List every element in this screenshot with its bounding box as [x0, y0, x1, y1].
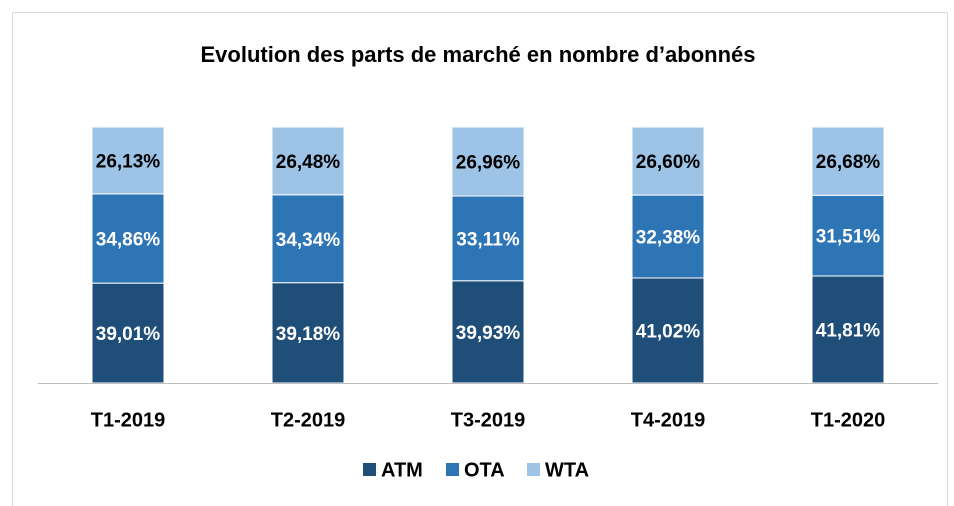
data-label: 33,11% [456, 229, 519, 250]
x-tick-label: T2-2019 [271, 409, 346, 431]
bar-segment [271, 194, 345, 284]
data-label: 39,18% [276, 324, 341, 345]
legend-label: WTA [545, 459, 589, 481]
bar-segment [811, 126, 885, 196]
data-label: 34,86% [96, 230, 161, 251]
legend-swatch [363, 463, 376, 476]
bar-segment [91, 193, 165, 284]
bar-segment [631, 277, 705, 384]
data-label: 39,93% [456, 323, 521, 344]
bar-segment [271, 282, 345, 384]
bar-segment [631, 194, 705, 279]
bar-segment [811, 275, 885, 384]
legend-label: OTA [464, 459, 505, 481]
data-label: 39,01% [96, 324, 161, 345]
legend-swatch [446, 463, 459, 476]
data-label: 41,02% [636, 322, 701, 343]
legend-swatch [527, 463, 540, 476]
bar-segment [811, 194, 885, 277]
x-tick-label: T1-2019 [91, 409, 166, 431]
chart-title: Evolution des parts de marché en nombre … [200, 42, 755, 67]
data-label: 26,68% [816, 152, 881, 173]
x-tick-label: T4-2019 [631, 409, 706, 431]
bar-segment [451, 280, 525, 384]
bar-segment [451, 126, 525, 197]
data-label: 26,96% [456, 153, 521, 174]
data-label: 26,60% [636, 152, 701, 173]
x-tick-label: T3-2019 [451, 409, 526, 431]
bar-segment [631, 126, 705, 196]
bar-segment [271, 126, 345, 196]
data-label: 34,34% [276, 230, 341, 251]
bar-segment [91, 126, 165, 195]
data-label: 32,38% [636, 228, 701, 249]
data-label: 26,13% [96, 151, 161, 172]
legend-label: ATM [381, 459, 423, 481]
bar-segment [451, 195, 525, 282]
data-label: 31,51% [816, 227, 881, 248]
x-tick-label: T1-2020 [811, 409, 886, 431]
chart-frame [12, 12, 948, 506]
data-label: 41,81% [816, 320, 881, 341]
data-label: 26,48% [276, 152, 341, 173]
